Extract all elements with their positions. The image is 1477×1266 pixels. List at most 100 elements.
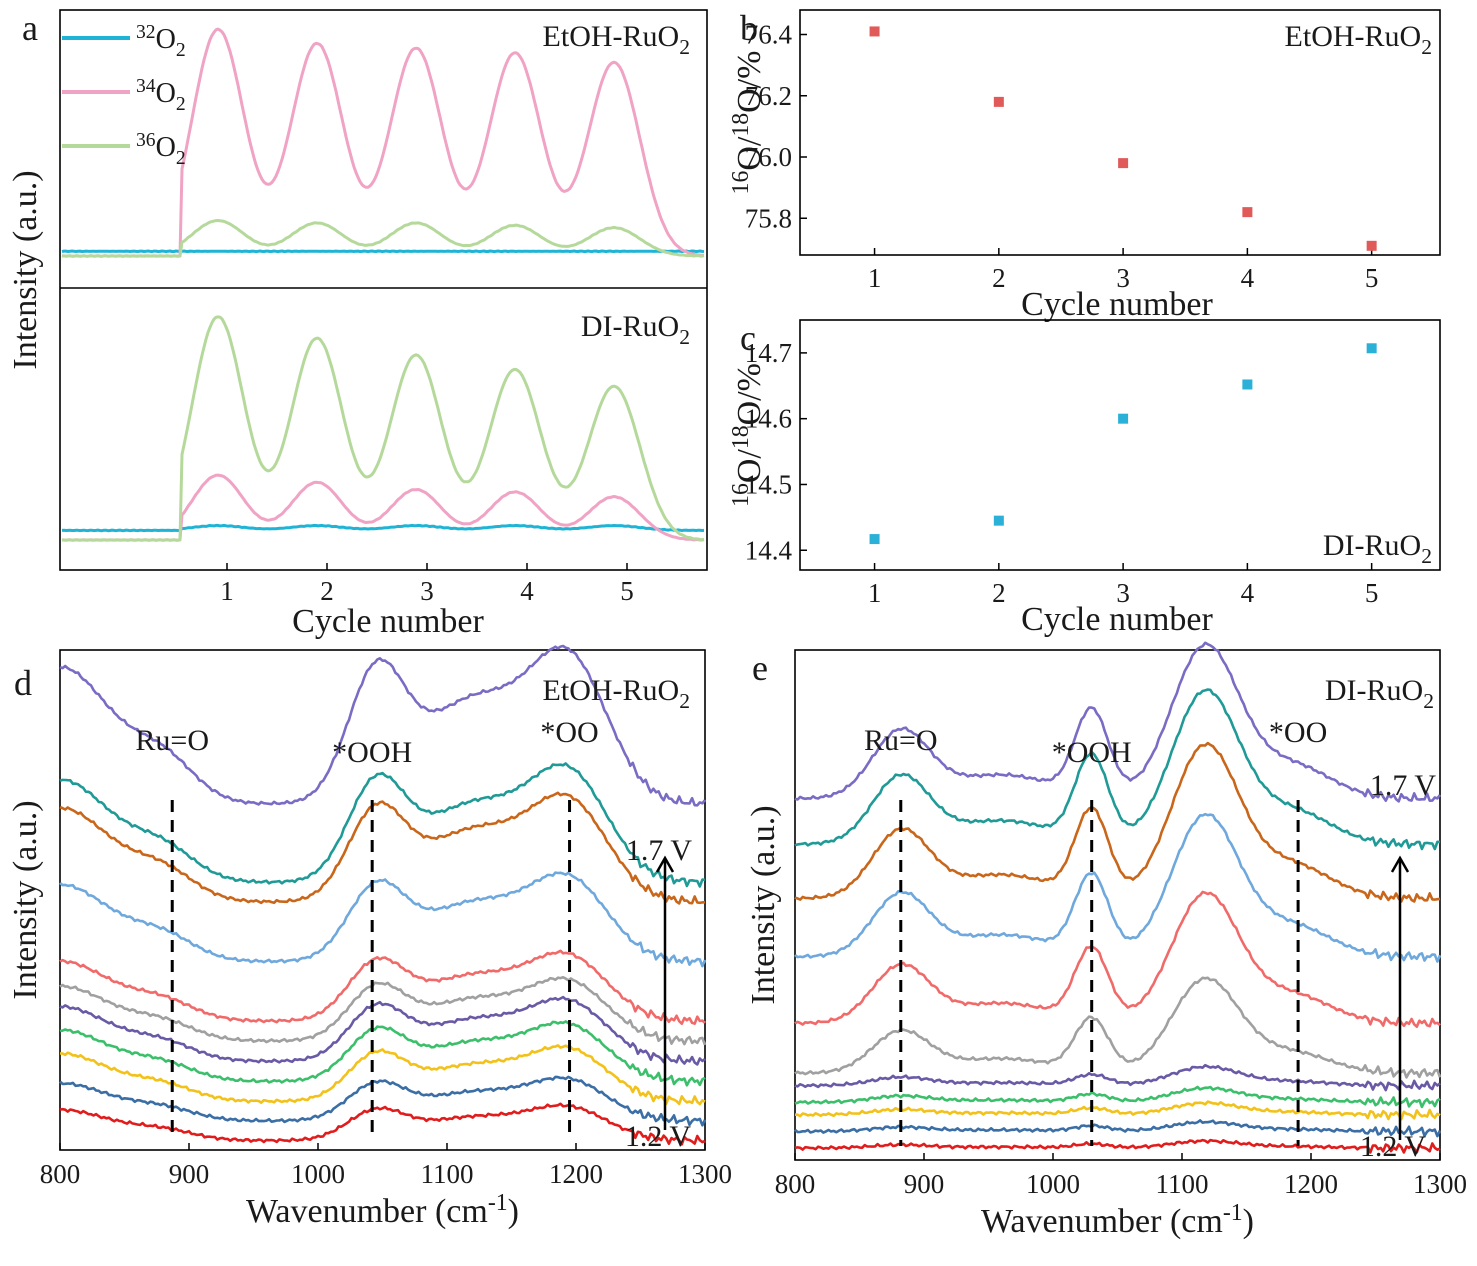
spectrum-line [794,641,1442,803]
spectrum-line [59,871,707,968]
legend-label-36O2-sub: 2 [176,148,186,169]
data-point [1242,207,1253,218]
annotation-label: *OO [540,716,598,749]
sample-label: EtOH-RuO2 [543,674,690,713]
sample-label-sub: 2 [1423,689,1434,713]
spectrum-line [59,1075,707,1127]
spectrum-line [59,1044,706,1106]
series-36O2-line [61,219,705,258]
y-axis-title-sup2: 18 [728,113,754,137]
x-tick-label: 5 [1365,578,1379,608]
spectrum-line [794,1119,1442,1138]
voltage-low-label: 1.2 V [625,1120,691,1153]
x-axis-title: Wavenumber (cm-1) [246,1190,519,1230]
spectrum-line [794,1063,1441,1092]
data-point [1366,240,1377,251]
spectrum-line [59,949,706,1025]
spectrum-line [794,1138,1441,1154]
x-tick-label: 1300 [1413,1169,1467,1199]
x-tick-label: 5 [1365,263,1379,293]
y-tick-label: 76.4 [745,20,793,50]
panel-letter-b: b [740,8,758,48]
x-tick-label: 2 [992,578,1006,608]
panel-letter-e: e [752,648,768,688]
y-axis-title-mid: O/ [731,449,768,484]
data-point [1366,343,1377,354]
annotation-label: Ru=O [135,724,209,757]
x-tick-label: 4 [520,576,534,606]
panel-letter-a: a [22,8,38,48]
annotation-label: *OOH [332,736,412,769]
legend-label-32O2-sup: 32 [136,22,156,43]
voltage-low-label: 1.2 V [1360,1130,1426,1163]
x-tick-label: 3 [420,576,434,606]
voltage-high-label: 1.7 V [1370,769,1436,802]
x-axis-title-end: ) [508,1193,519,1230]
legend-label-36O2-base: O [156,132,176,163]
y-axis-title: Intensity (a.u.) [7,800,44,999]
x-axis-title: Cycle number [292,603,484,640]
x-axis-title-sup: -1 [488,1190,508,1216]
panel-b-frame [799,9,1441,256]
spectrum-line [59,791,706,905]
voltage-arrow-head [1390,855,1410,873]
y-axis-title: Intensity (a.u.) [7,170,44,369]
voltage-arrow-head [655,855,675,873]
x-tick-label: 1300 [678,1159,732,1189]
spectrum-line [59,644,707,807]
legend-label-34O2-sup: 34 [136,76,156,97]
x-tick-label: 4 [1241,263,1255,293]
panel-d-chart: d 800 900 1000 1100 1200 1300 Wavenumber (cm-1)… [7,644,732,1230]
y-tick-label: 76.2 [745,81,792,111]
x-axis-title-sup: -1 [1223,1200,1243,1226]
x-axis-title-base: Wavenumber (cm [981,1203,1223,1240]
sample-label-base: EtOH-RuO [543,20,680,53]
y-axis-title-sup1: 16 [728,171,754,195]
x-tick-label: 3 [1116,578,1130,608]
legend-label-36O2: 36O2 [136,130,186,169]
legend-label-36O2-sup: 36 [136,130,156,151]
y-axis-title-sup2: 18 [728,425,754,449]
y-axis-title: 16O/18O/% [728,363,768,507]
y-axis-title: 16O/18O/% [728,51,768,195]
x-axis-title-end: ) [1243,1203,1254,1240]
voltage-high-label: 1.7 V [626,834,692,867]
x-axis-title: Cycle number [1021,286,1213,323]
x-tick-label: 800 [40,1159,81,1189]
x-tick-label: 1100 [421,1159,474,1189]
panel-b-chart: b 75.8 76.0 76.2 76.4 1 2 3 4 5 Cycle number 16O/18… [728,8,1441,323]
sample-label-base: DI-RuO [581,310,679,343]
legend-label-34O2-base: O [156,78,176,109]
y-tick-label: 14.7 [745,338,792,368]
x-tick-label: 1200 [1284,1169,1338,1199]
x-tick-label: 1200 [549,1159,603,1189]
data-point [1118,158,1129,169]
sample-label-sub: 2 [1421,544,1432,568]
legend-label-32O2-base: O [156,24,176,55]
x-tick-label: 900 [904,1169,945,1199]
x-axis-title-base: Wavenumber (cm [246,1193,488,1230]
data-point [1118,413,1129,424]
annotation-label: Ru=O [864,724,938,757]
x-tick-label: 1 [220,576,234,606]
x-axis-title: Cycle number [1021,601,1213,638]
x-axis-title: Wavenumber (cm-1) [981,1200,1254,1240]
y-tick-label: 76.0 [745,142,792,172]
series-36O2-line [61,315,705,542]
data-point [993,96,1004,107]
x-tick-label: 1000 [1026,1169,1080,1199]
y-axis-title-sup1: 16 [728,483,754,507]
sample-label: EtOH-RuO2 [1285,20,1432,59]
x-tick-label: 1 [868,263,882,293]
x-tick-label: 1 [868,578,882,608]
panel-e-chart: e 800 900 1000 1100 1200 1300 Wavenumber (cm-1)… [745,641,1467,1240]
sample-label-base: EtOH-RuO [1285,20,1422,53]
panel-letter-d: d [14,663,32,703]
sample-label: DI-RuO2 [581,310,690,349]
y-axis-title-end: O/% [731,363,768,425]
panel-e-frame [794,649,1441,1161]
spectrum-line [794,976,1442,1079]
panel-letter-c: c [740,318,756,358]
data-point [869,534,880,545]
